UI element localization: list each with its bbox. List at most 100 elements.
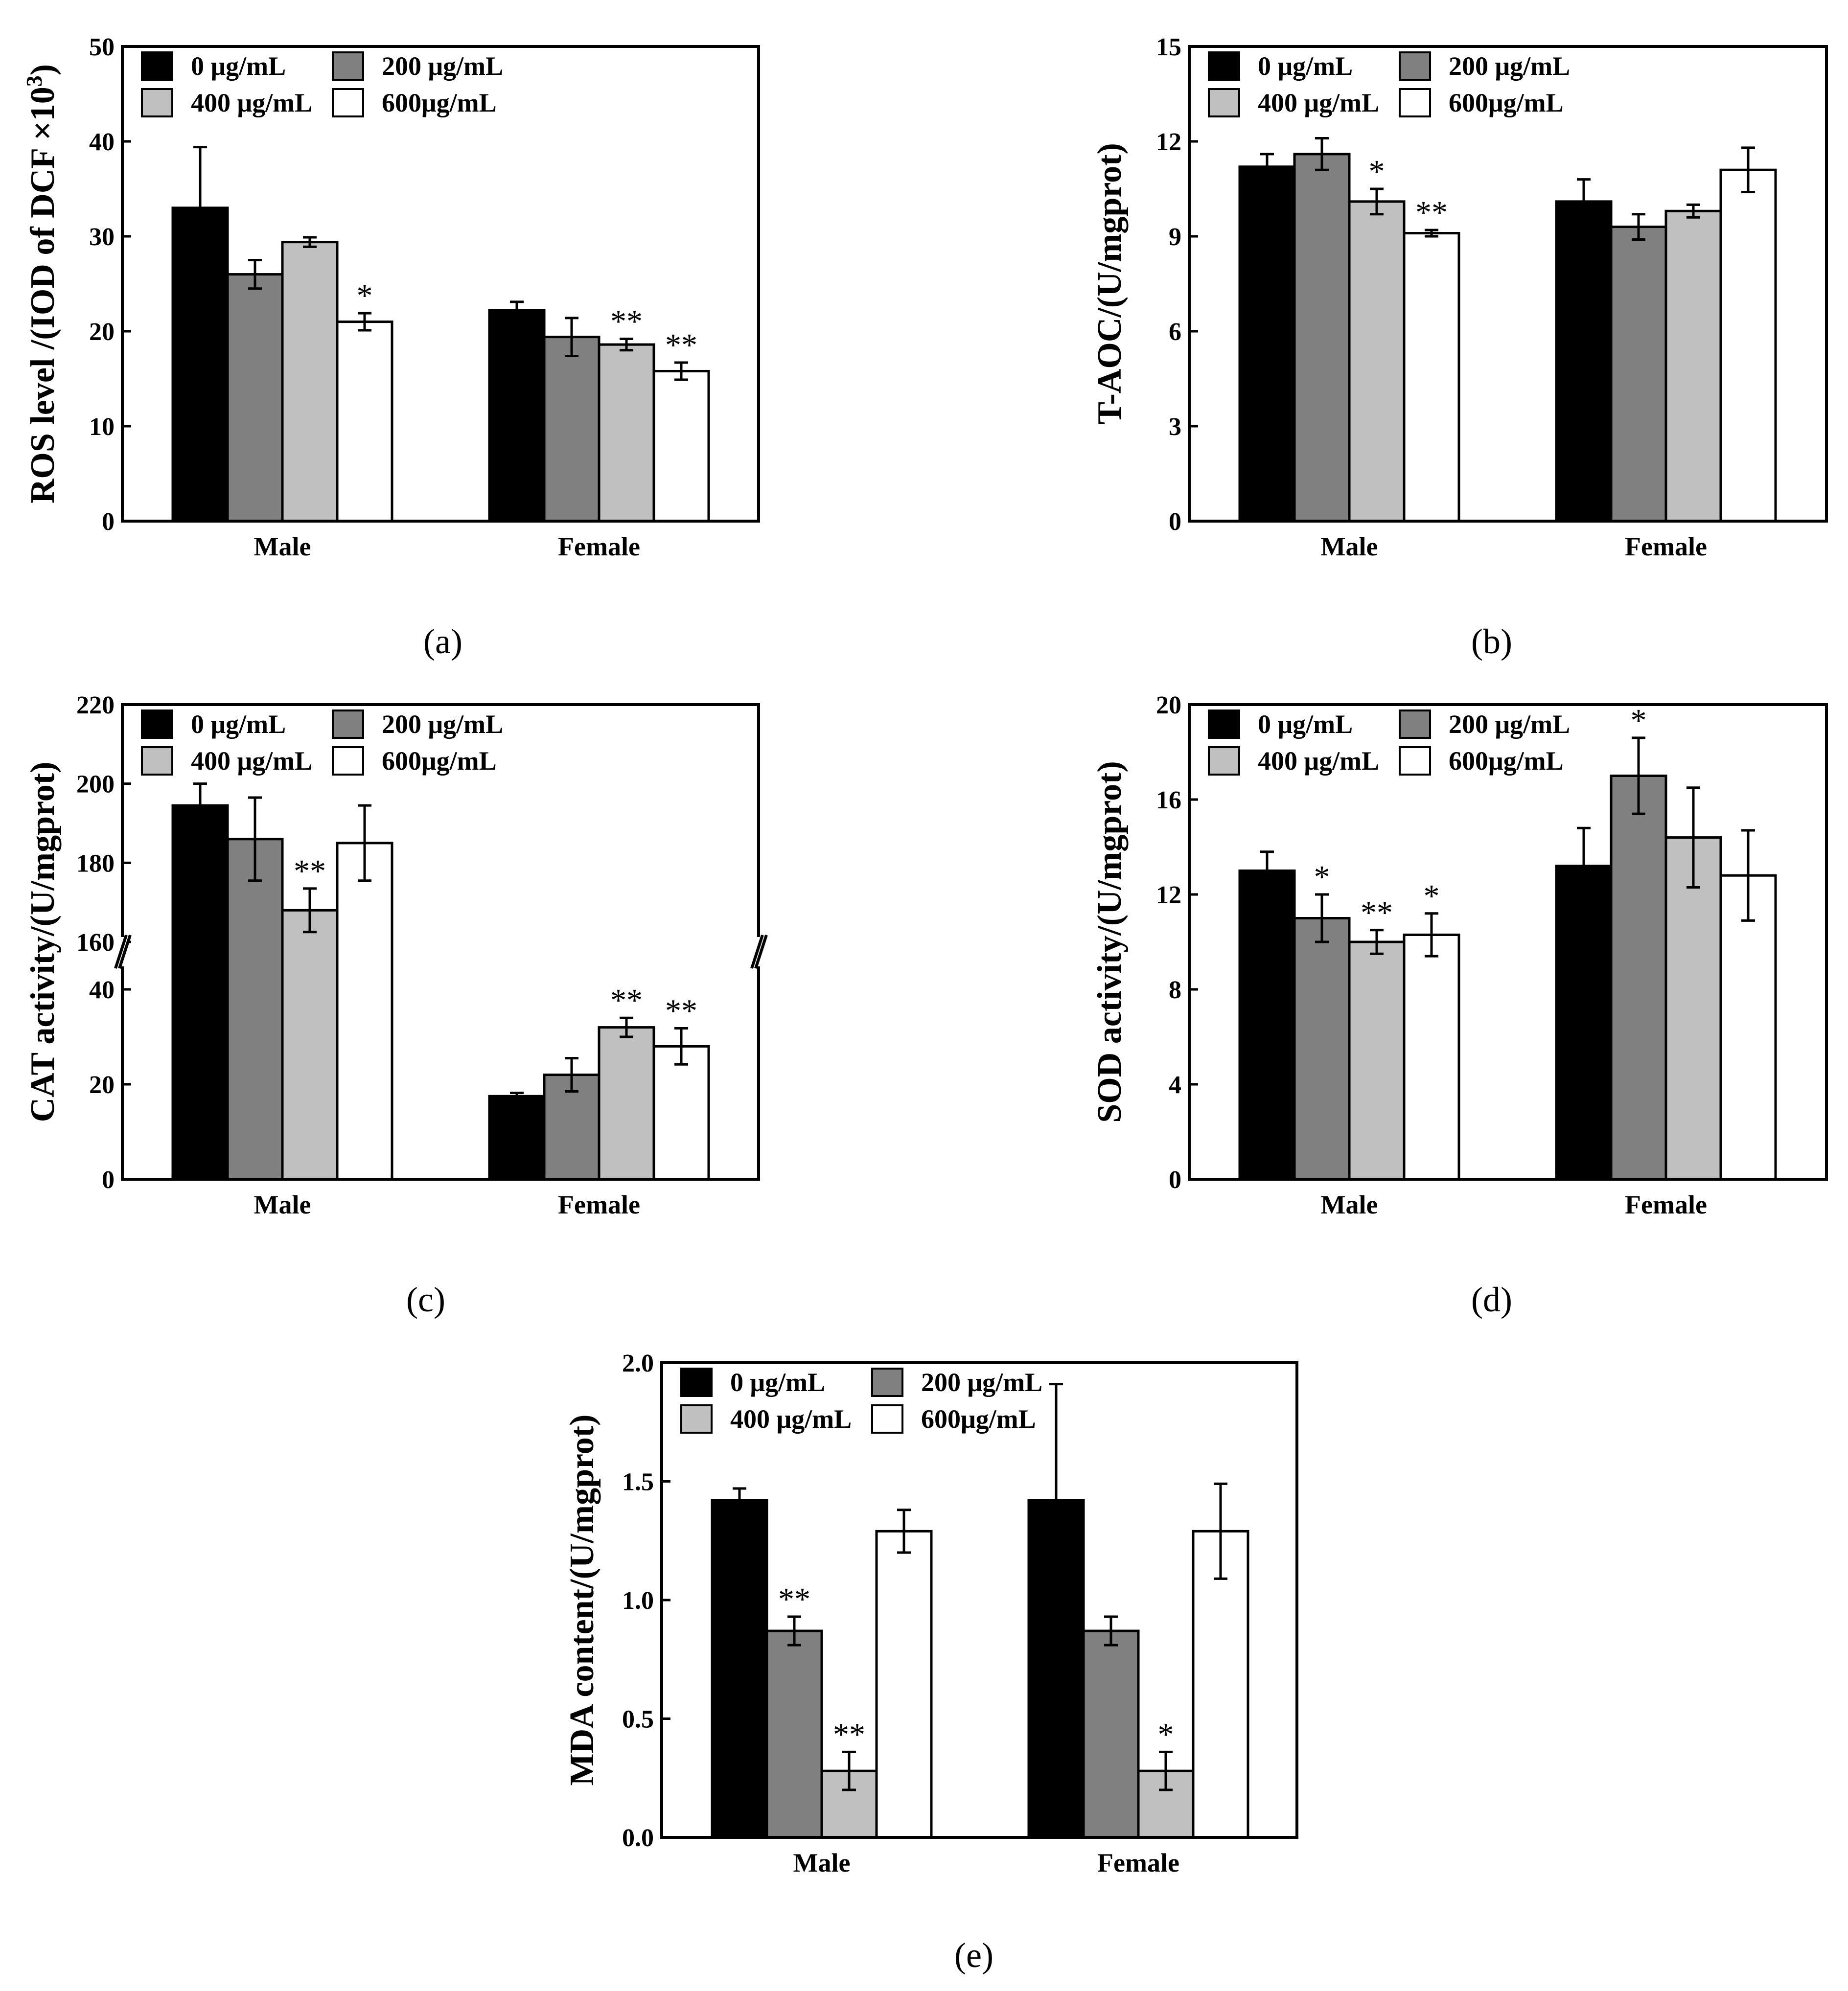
significance-a-1-3: ** bbox=[665, 327, 697, 363]
significance-c-1-2: ** bbox=[610, 983, 643, 1018]
ytick-label-b-3: 9 bbox=[1169, 223, 1181, 251]
ytick-label-c-1: 20 bbox=[89, 1071, 115, 1099]
significance-a-0-3: * bbox=[357, 278, 373, 314]
errorbar-e-0-1 bbox=[787, 1615, 801, 1647]
legend-swatch-a-1 bbox=[332, 51, 364, 81]
legend-swatch-c-0 bbox=[141, 709, 173, 739]
significance-c-0-2: ** bbox=[294, 853, 326, 889]
errorbar-a-1-0 bbox=[510, 300, 524, 320]
errorbar-a-0-3 bbox=[358, 312, 371, 332]
ylabel-d: SOD activity/(U/mgprot) bbox=[1091, 761, 1129, 1122]
legend-label-d-2: 400 μg/mL bbox=[1258, 746, 1379, 776]
legend-swatch-d-0 bbox=[1208, 709, 1240, 739]
legend-label-e-2: 400 μg/mL bbox=[730, 1404, 852, 1434]
axes-frame-a bbox=[121, 45, 760, 523]
ytick-label-b-0: 0 bbox=[1169, 508, 1181, 536]
xtick-label-c-1: Female bbox=[558, 1190, 640, 1219]
errorbar-e-0-3 bbox=[897, 1509, 911, 1554]
significance-b-0-2: * bbox=[1369, 154, 1385, 189]
axes-frame-b bbox=[1188, 45, 1828, 523]
caption-e: (e) bbox=[954, 1936, 993, 1975]
ytick-label-b-1: 3 bbox=[1169, 413, 1181, 441]
bar-c-female-s0 bbox=[488, 1095, 546, 1181]
bar-d-female-s2 bbox=[1664, 836, 1722, 1181]
legend-swatch-e-3 bbox=[871, 1404, 903, 1434]
legend-swatch-b-2 bbox=[1208, 88, 1240, 117]
ytick-label-b-5: 15 bbox=[1156, 33, 1181, 61]
bar-b-female-s1 bbox=[1610, 226, 1667, 523]
legend-label-a-2: 400 μg/mL bbox=[191, 88, 312, 117]
errorbar-e-1-0 bbox=[1049, 1383, 1063, 1618]
ytick-label-a-5: 50 bbox=[89, 33, 115, 61]
significance-b-0-3: ** bbox=[1415, 195, 1448, 230]
errorbar-d-0-2 bbox=[1370, 929, 1384, 955]
bar-d-female-s3 bbox=[1719, 874, 1777, 1181]
legend-swatch-e-0 bbox=[680, 1368, 713, 1397]
legend-swatch-a-3 bbox=[332, 88, 364, 117]
errorbar-c-1-2 bbox=[620, 1016, 633, 1038]
legend-swatch-d-2 bbox=[1208, 746, 1240, 776]
ytick-label-e-0: 0.0 bbox=[622, 1824, 654, 1852]
bar-b-male-s1 bbox=[1293, 153, 1351, 523]
significance-c-1-3: ** bbox=[665, 993, 697, 1029]
bar-c-male-s2 bbox=[281, 909, 339, 1181]
ylabel-b: T-AOC/(U/mgprot) bbox=[1091, 143, 1129, 425]
chart-c: ** ** ** 0 20 40 160 180 200 220 Male Female CAT act… bbox=[24, 691, 768, 1319]
legend-swatch-b-3 bbox=[1399, 88, 1431, 117]
xtick-label-b-1: Female bbox=[1625, 532, 1707, 561]
significance-e-0-1: ** bbox=[778, 1581, 810, 1617]
ylabel-e: MDA content/(U/mgprot) bbox=[563, 1415, 601, 1786]
bar-d-male-s2 bbox=[1348, 940, 1406, 1181]
significance-d-0-1: * bbox=[1314, 859, 1330, 895]
ytick-label-d-2: 8 bbox=[1169, 976, 1181, 1004]
errorbar-e-1-3 bbox=[1214, 1482, 1227, 1580]
xtick-label-a-0: Male bbox=[254, 532, 311, 561]
legend-swatch-d-1 bbox=[1399, 709, 1431, 739]
ytick-label-c-4: 180 bbox=[76, 849, 115, 877]
errorbar-c-1-1 bbox=[565, 1057, 578, 1093]
errorbar-c-0-3 bbox=[358, 804, 371, 882]
ytick-label-d-4: 16 bbox=[1156, 786, 1181, 814]
legend-label-e-0: 0 μg/mL bbox=[730, 1368, 825, 1397]
bar-e-male-s1 bbox=[765, 1629, 823, 1839]
ytick-label-d-3: 12 bbox=[1156, 881, 1181, 909]
bar-e-male-s0 bbox=[711, 1499, 768, 1839]
legend-swatch-a-2 bbox=[141, 88, 173, 117]
ytick-label-d-0: 0 bbox=[1169, 1166, 1181, 1194]
errorbar-b-0-0 bbox=[1260, 153, 1274, 181]
bar-b-female-s3 bbox=[1719, 168, 1777, 523]
legend-label-d-0: 0 μg/mL bbox=[1258, 709, 1353, 739]
errorbar-e-1-2 bbox=[1159, 1750, 1173, 1791]
bar-a-female-s3 bbox=[652, 369, 710, 523]
bar-c-male-s0 bbox=[171, 804, 229, 1181]
legend-e: 0 μg/mL 200 μg/mL 400 μg/mL 600μg/mL bbox=[680, 1368, 1042, 1434]
errorbar-d-1-2 bbox=[1686, 786, 1700, 889]
ytick-label-a-2: 20 bbox=[89, 318, 115, 346]
legend-label-e-1: 200 μg/mL bbox=[921, 1368, 1042, 1397]
bar-d-male-s3 bbox=[1403, 933, 1460, 1181]
legend-d: 0 μg/mL 200 μg/mL 400 μg/mL 600μg/mL bbox=[1208, 709, 1570, 776]
bar-a-male-s1 bbox=[226, 273, 284, 523]
ytick-label-c-3: 160 bbox=[76, 929, 115, 957]
legend-swatch-b-1 bbox=[1399, 51, 1431, 81]
errorbar-e-1-1 bbox=[1104, 1615, 1118, 1647]
bar-c-male-s3 bbox=[336, 842, 393, 1181]
errorbar-b-0-1 bbox=[1315, 137, 1329, 171]
ytick-label-b-2: 6 bbox=[1169, 318, 1181, 346]
legend-label-b-2: 400 μg/mL bbox=[1258, 88, 1379, 117]
errorbar-e-0-2 bbox=[842, 1750, 856, 1791]
caption-c: (c) bbox=[406, 1280, 445, 1319]
xtick-label-a-1: Female bbox=[558, 532, 640, 561]
bar-c-male-s1 bbox=[226, 838, 284, 1181]
bar-a-male-s2 bbox=[281, 241, 339, 523]
errorbar-d-0-0 bbox=[1260, 850, 1274, 891]
legend-swatch-c-3 bbox=[332, 746, 364, 776]
xtick-label-c-0: Male bbox=[254, 1190, 311, 1219]
bar-a-female-s2 bbox=[598, 343, 655, 523]
bar-a-male-s3 bbox=[336, 320, 393, 523]
legend-label-c-2: 400 μg/mL bbox=[191, 746, 312, 776]
bar-d-female-s1 bbox=[1610, 775, 1667, 1181]
ytick-label-b-4: 12 bbox=[1156, 128, 1181, 156]
legend-label-d-1: 200 μg/mL bbox=[1449, 709, 1570, 739]
